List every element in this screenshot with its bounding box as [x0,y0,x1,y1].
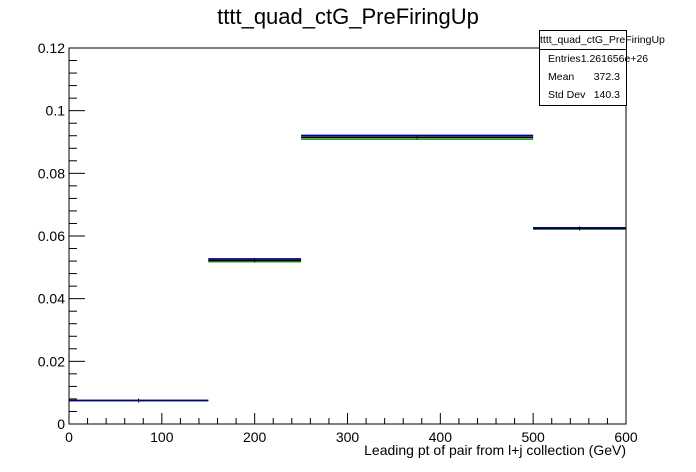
y-tick-label: 0.06 [38,228,65,244]
axes: 0 100 200 300 400 500 600 0 0.02 0.04 0.06 0.08 0.1 0… [38,40,638,445]
x-tick-label: 0 [65,429,73,445]
stats-row-entries: Entries 1.261656e+26 [540,50,648,68]
y-tick-label: 0.12 [38,40,65,56]
x-tick-label: 600 [614,429,638,445]
chart-title: tttt_quad_ctG_PreFiringUp [217,4,479,29]
stats-label: Std Dev [548,89,586,101]
x-tick-label: 300 [336,429,360,445]
stats-row-stddev: Std Dev 140.3 [540,86,626,104]
x-tick-label: 200 [243,429,267,445]
stats-label: Mean [548,71,575,83]
x-tick-label: 500 [521,429,545,445]
y-tick-label: 0.08 [38,165,65,181]
stats-box: tttt_quad_ctG_PreFiringUp Entries 1.2616… [539,30,665,106]
x-tick-label: 400 [429,429,453,445]
stats-value: 372.3 [593,71,620,83]
stats-box-title: tttt_quad_ctG_PreFiringUp [540,31,665,50]
y-tick-label: 0.04 [38,291,65,307]
histogram-series [69,134,626,403]
y-tick-label: 0.1 [46,103,66,119]
stats-label: Entries [548,53,581,65]
x-axis-label: Leading pt of pair from l+j collection (… [364,442,626,458]
y-tick-label: 0.02 [38,353,65,369]
stats-row-mean: Mean 372.3 [540,68,626,86]
stats-value: 140.3 [593,89,620,101]
x-tick-label: 100 [150,429,174,445]
stats-value: 1.261656e+26 [580,53,649,65]
y-tick-label: 0 [57,416,65,432]
